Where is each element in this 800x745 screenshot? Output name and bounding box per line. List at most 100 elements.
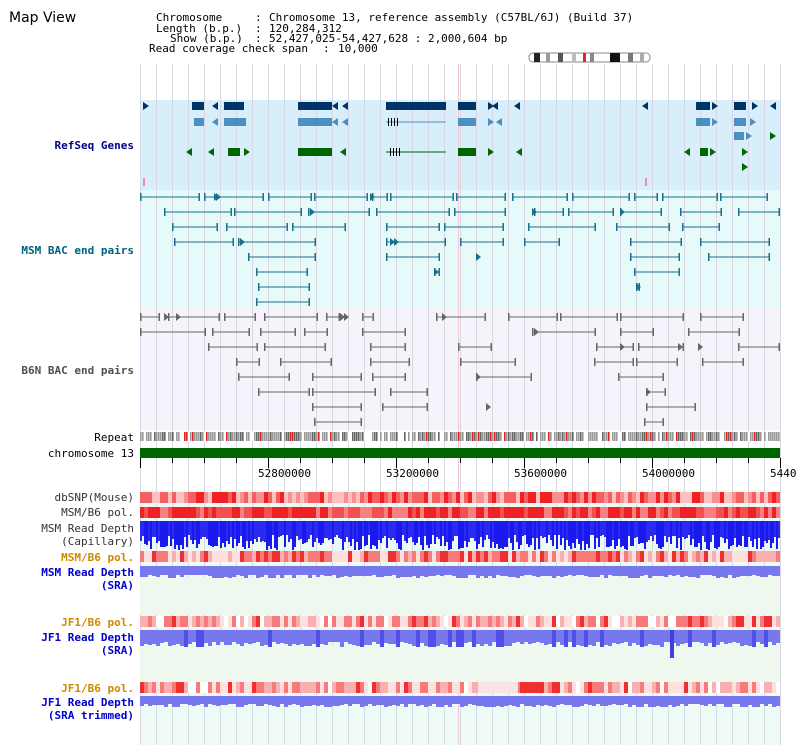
heat-cell [168,616,172,627]
depth-bar [548,566,552,576]
depth-bar [520,630,524,644]
heat-cell [312,682,316,693]
depth-bar [556,566,560,576]
track-label-msm-depth-cap-1[interactable]: MSM Read Depth [41,522,134,535]
depth-bar [676,521,678,548]
repeat-mark [372,432,374,441]
bac-end [452,193,454,201]
bac-arrow [176,313,181,321]
track-label-msm-depth-sra-1[interactable]: MSM Read Depth [41,566,134,579]
heat-cell [296,507,300,518]
bac-end [616,313,618,321]
bac-end [680,208,682,216]
depth-bar [154,521,156,537]
heat-cell [684,492,688,503]
gene-arrow [710,148,716,156]
heat-cell [428,682,432,693]
genome-tracks-canvas[interactable] [140,64,800,745]
depth-bar [498,521,500,549]
depth-bar [448,696,452,707]
depth-bar [512,521,514,550]
heat-cell [716,682,720,693]
repeat-mark [492,432,494,441]
depth-bar [380,630,384,647]
track-label-refseq[interactable]: RefSeq Genes [54,139,134,152]
heat-cell [760,616,764,627]
heat-cell [584,507,588,518]
bac-end [716,193,718,201]
depth-bar [624,566,628,576]
gene-arrow [244,148,250,156]
heat-cell [156,507,160,518]
heat-cell [428,492,432,503]
heat-cell [548,616,552,627]
heat-cell [440,507,444,518]
depth-bar [400,630,404,642]
depth-bar [600,696,604,706]
heat-cell [500,551,504,562]
bac-end [618,373,620,381]
depth-bar [380,566,384,577]
depth-bar [168,696,172,704]
heat-cell [584,682,588,693]
repeat-mark [270,432,272,441]
repeat-mark [650,432,652,441]
gene-exon [696,102,710,110]
repeat-mark [728,432,730,441]
depth-bar [376,630,380,644]
depth-bar [416,521,418,543]
depth-bar [284,630,288,644]
heat-cell [640,616,644,627]
depth-bar [612,696,616,704]
track-label-repeat[interactable]: Repeat [94,431,134,444]
track-label-b6n-bac[interactable]: B6N BAC end pairs [21,364,134,377]
depth-bar [472,630,476,647]
depth-bar [636,696,640,707]
bac-end [238,373,240,381]
heat-cell [408,616,412,627]
depth-bar [736,566,740,577]
heat-cell [660,551,664,562]
repeat-mark [726,432,728,441]
repeat-mark [276,432,278,441]
heat-cell [636,551,640,562]
track-label-dbsnp[interactable]: dbSNP(Mouse) [54,491,134,504]
depth-bar [284,521,286,547]
depth-bar [396,630,400,647]
depth-bar [764,566,768,577]
track-label-jf1-depth-1[interactable]: JF1 Read Depth [41,631,134,644]
bac-end [260,328,262,336]
chromosome-ideogram[interactable] [528,52,652,64]
depth-bar [776,630,780,643]
heat-cell [532,682,536,693]
heat-cell [164,507,168,518]
repeat-mark [278,432,280,441]
heat-cell [664,551,668,562]
heat-cell [228,682,232,693]
heat-cell [284,492,288,503]
heat-cell [692,492,696,503]
track-label-chromosome[interactable]: chromosome 13 [47,447,134,460]
track-label-jf1-b6-pol-2[interactable]: JF1/B6 pol. [61,682,134,695]
depth-bar [164,630,168,642]
depth-bar [508,696,512,705]
heat-cell [292,551,296,562]
depth-bar [712,630,716,647]
heat-cell [360,616,364,627]
track-label-msm-b6-pol[interactable]: MSM/B6 pol. [61,506,134,519]
track-label-msm-b6-pol-2[interactable]: MSM/B6 pol. [61,551,134,564]
bac-end [656,193,658,201]
depth-bar [552,630,556,647]
heat-cell [432,616,436,627]
heat-cell [736,616,740,627]
track-label-msm-bac[interactable]: MSM BAC end pairs [21,244,134,257]
depth-bar [764,696,768,706]
track-label-jf1-b6-pol[interactable]: JF1/B6 pol. [61,616,134,629]
heat-cell [620,551,624,562]
depth-bar [342,521,344,550]
heat-cell [628,616,632,627]
heat-cell [344,616,348,627]
heat-cell [320,551,324,562]
heat-cell [240,492,244,503]
track-label-jf1-depth-trim-1[interactable]: JF1 Read Depth [41,696,134,709]
